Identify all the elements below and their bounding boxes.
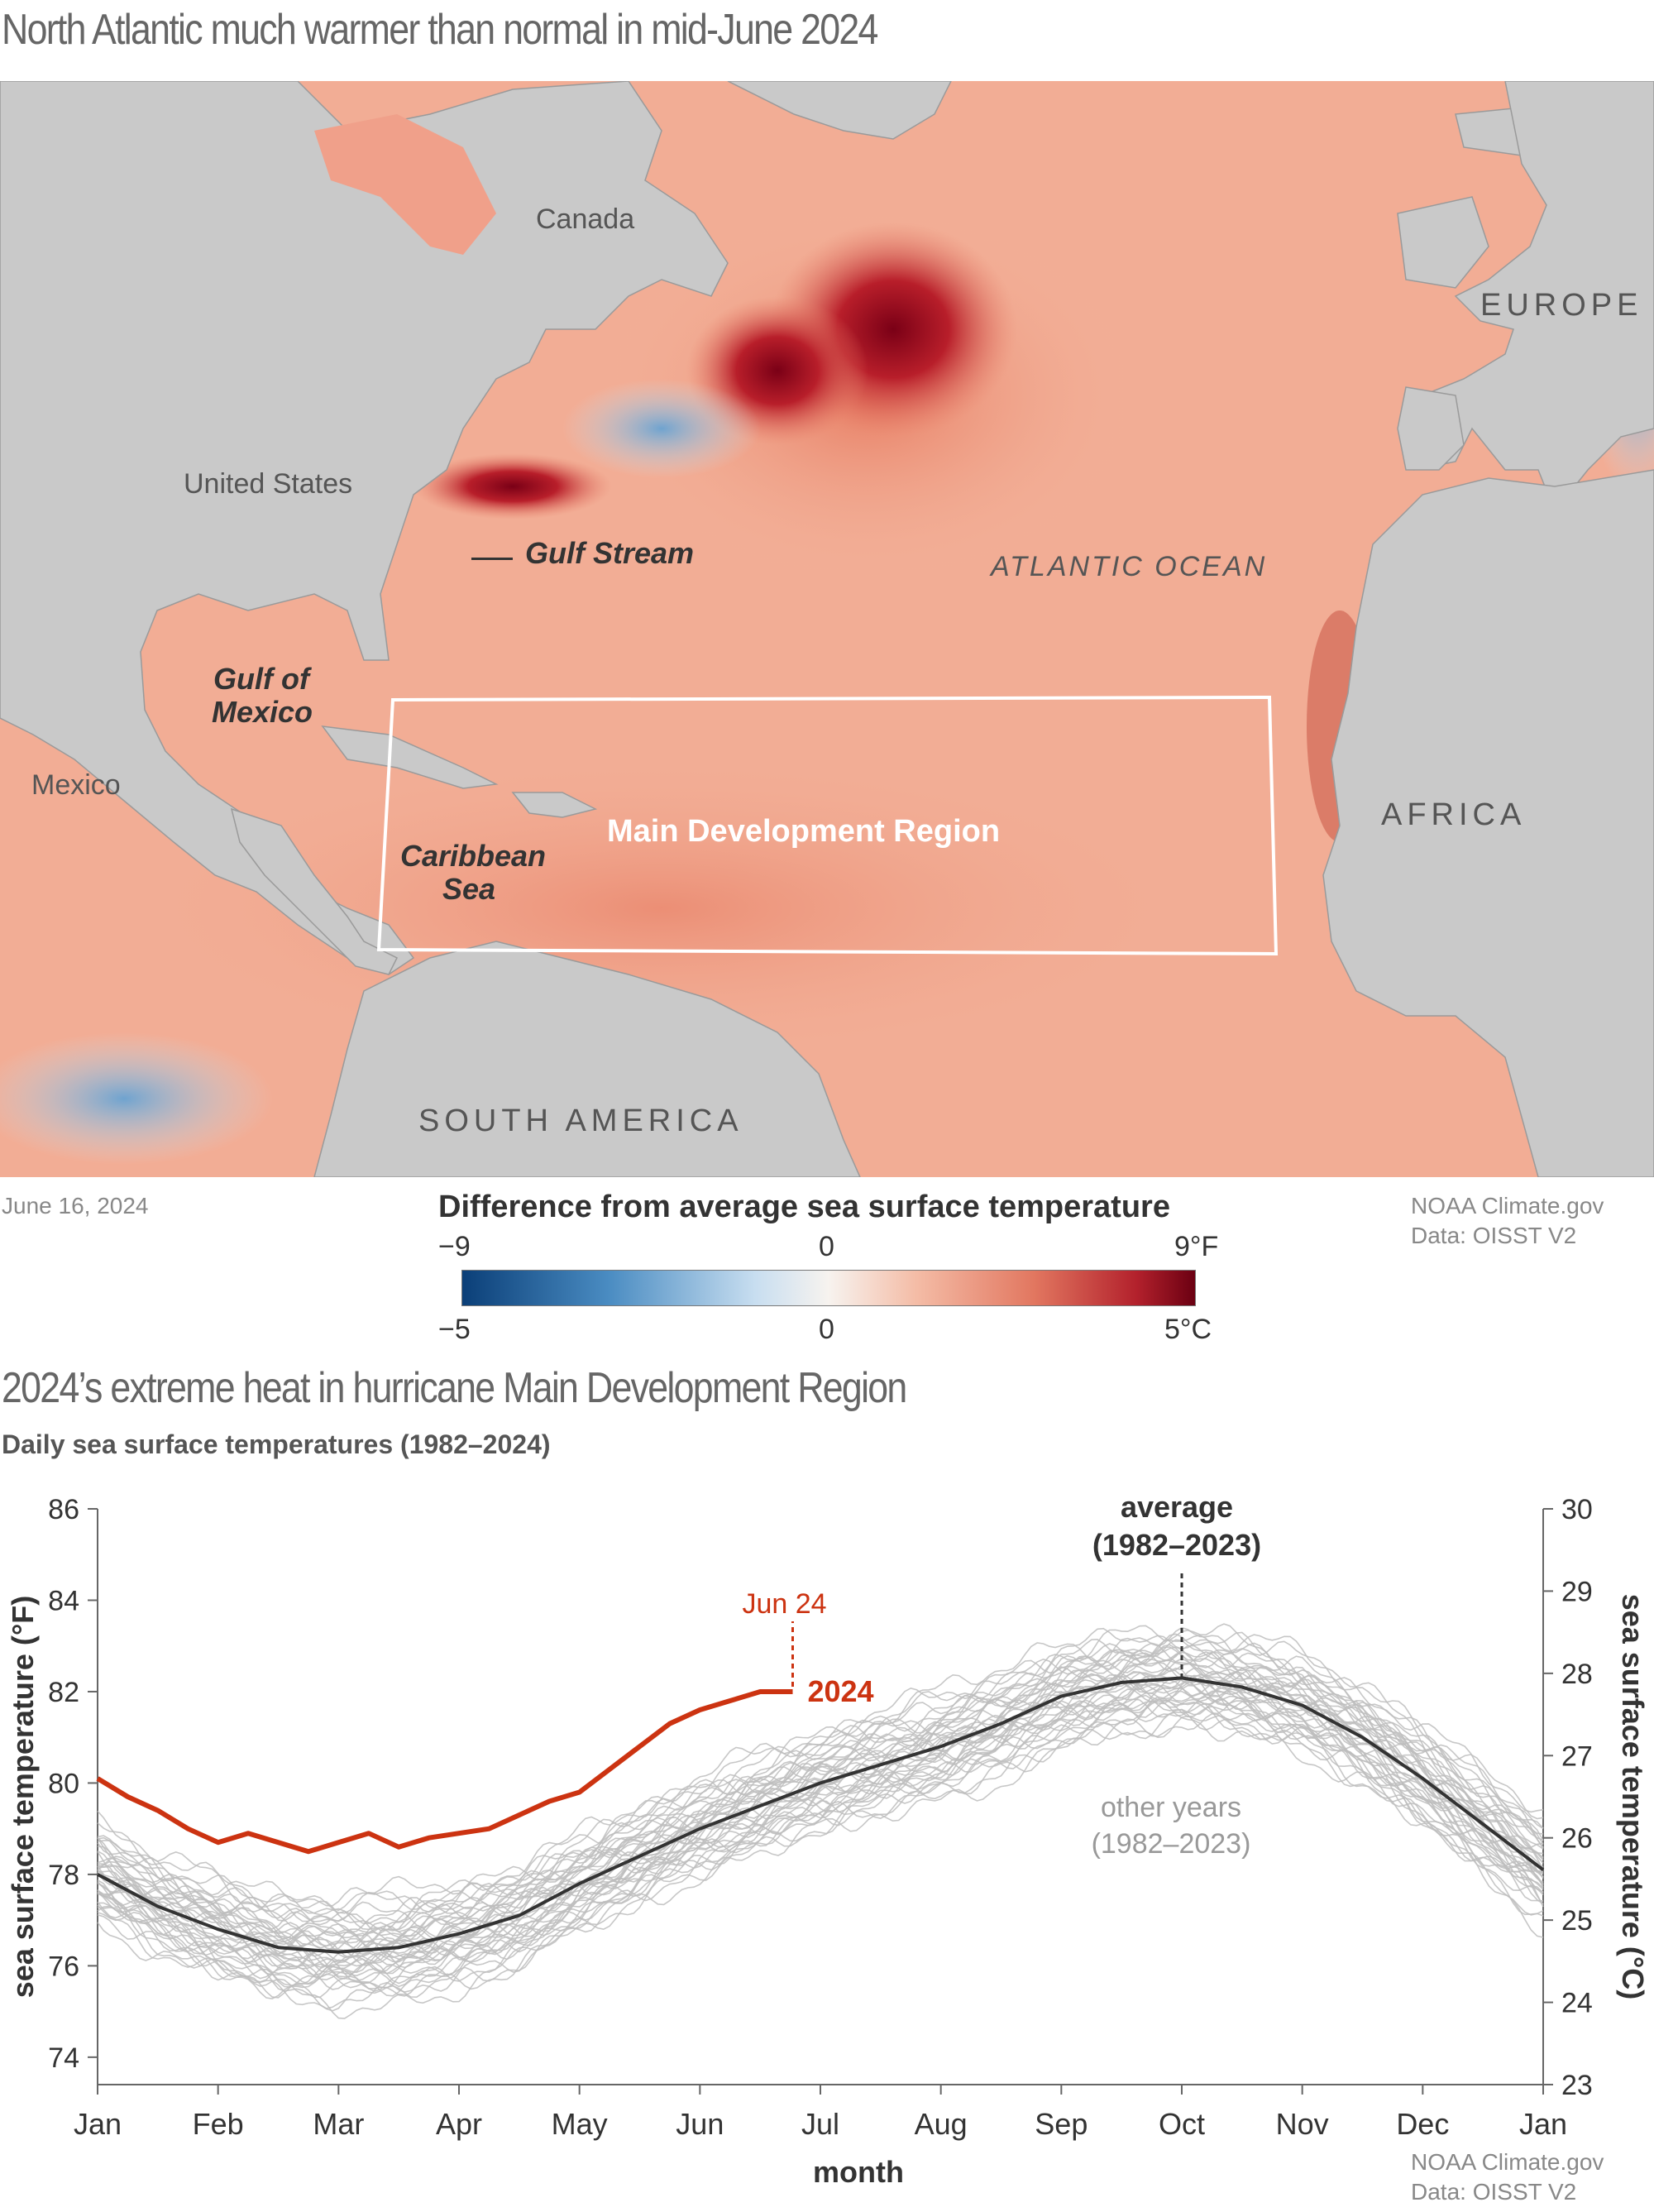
label-caribbean-2: Sea bbox=[442, 872, 496, 906]
x-tick-label: May bbox=[552, 2107, 608, 2141]
y-tick-label-right: 30 bbox=[1561, 1494, 1593, 1525]
x-tick-label: Jan bbox=[1519, 2107, 1567, 2141]
mdr-box bbox=[376, 695, 1279, 956]
y-axis-title-left: sea surface temperature (°F) bbox=[6, 1596, 40, 1999]
other-year-line bbox=[97, 1696, 1544, 1961]
other-year-line bbox=[97, 1690, 1544, 2012]
label-atlantic-ocean: ATLANTIC OCEAN bbox=[991, 551, 1268, 582]
y-tick-label-left: 82 bbox=[48, 1677, 79, 1708]
y-tick-label-left: 74 bbox=[48, 2042, 79, 2074]
chart-subtitle: Daily sea surface temperatures (1982–202… bbox=[2, 1429, 551, 1459]
gulf-stream-leader bbox=[471, 558, 513, 560]
y-tick-label-right: 23 bbox=[1561, 2070, 1593, 2101]
other-year-line bbox=[97, 1643, 1544, 1970]
y-tick-label-right: 26 bbox=[1561, 1823, 1593, 1855]
y-tick-label-right: 29 bbox=[1561, 1576, 1593, 1607]
label-europe: EUROPE bbox=[1480, 288, 1643, 323]
other-year-line bbox=[97, 1712, 1544, 1985]
other-year-line bbox=[97, 1673, 1544, 1999]
other-year-line bbox=[97, 1678, 1544, 1959]
legend-c-min: −5 bbox=[438, 1314, 471, 1345]
other-year-line bbox=[97, 1664, 1544, 1978]
x-tick-label: Jul bbox=[801, 2107, 839, 2141]
other-year-line bbox=[97, 1673, 1544, 1928]
x-tick-label: Dec bbox=[1396, 2107, 1449, 2141]
x-tick-label: Jun bbox=[676, 2107, 724, 2141]
x-axis-title: month bbox=[813, 2155, 904, 2189]
map-credit-1: NOAA Climate.gov bbox=[1411, 1193, 1604, 1219]
chart-title: 2024’s extreme heat in hurricane Main De… bbox=[2, 1364, 907, 1412]
chart-credit-1: NOAA Climate.gov bbox=[1411, 2149, 1604, 2175]
y-tick-label-right: 25 bbox=[1561, 1905, 1593, 1937]
legend-title: Difference from average sea surface temp… bbox=[438, 1190, 1170, 1224]
label-south-america: SOUTH AMERICA bbox=[418, 1104, 743, 1138]
label-united-states: United States bbox=[184, 468, 353, 500]
other-year-line bbox=[97, 1649, 1544, 1910]
other-years-lines bbox=[97, 1623, 1544, 2019]
other-year-line bbox=[97, 1642, 1544, 1914]
other-year-line bbox=[97, 1673, 1544, 1985]
label-gulf-stream: Gulf Stream bbox=[525, 536, 695, 570]
y-axis-title-right: sea surface temperature (°C) bbox=[1616, 1594, 1650, 2000]
y-tick-label-right: 28 bbox=[1561, 1659, 1593, 1690]
legend-c-max: 5°C bbox=[1164, 1314, 1212, 1345]
label-gulf-of-mexico-1: Gulf of bbox=[213, 662, 309, 696]
other-year-line bbox=[97, 1626, 1544, 1940]
x-tick-label: Jan bbox=[74, 2107, 122, 2141]
other-year-line bbox=[97, 1688, 1544, 1957]
line-2024 bbox=[96, 1689, 793, 1855]
land-masses bbox=[0, 81, 1654, 1177]
legend-f-max: 9°F bbox=[1174, 1231, 1219, 1262]
legend-f-min: −9 bbox=[438, 1231, 471, 1262]
y-tick-label-right: 27 bbox=[1561, 1740, 1593, 1772]
legend-c-mid: 0 bbox=[819, 1314, 834, 1345]
other-year-line bbox=[97, 1683, 1544, 2009]
label-mexico: Mexico bbox=[31, 769, 121, 801]
x-tick-label: Apr bbox=[436, 2107, 482, 2141]
map-date: June 16, 2024 bbox=[2, 1193, 149, 1219]
sst-anomaly-map bbox=[0, 81, 1654, 1177]
chart-credit-2: Data: OISST V2 bbox=[1411, 2179, 1577, 2205]
label-africa: AFRICA bbox=[1381, 797, 1527, 832]
legend-f-mid: 0 bbox=[819, 1231, 834, 1262]
label-jun24: Jun 24 bbox=[742, 1588, 826, 1620]
label-mdr: Main Development Region bbox=[607, 814, 1001, 849]
cold-eddies bbox=[562, 379, 761, 478]
x-tick-label: Oct bbox=[1159, 2107, 1205, 2141]
legend-color-bar bbox=[461, 1270, 1196, 1306]
x-tick-label: Feb bbox=[193, 2107, 244, 2141]
x-tick-label: Sep bbox=[1035, 2107, 1088, 2141]
x-tick-label: Nov bbox=[1276, 2107, 1329, 2141]
y-tick-label-left: 80 bbox=[48, 1768, 79, 1799]
y-tick-label-right: 24 bbox=[1561, 1988, 1593, 2019]
y-tick-label-left: 76 bbox=[48, 1951, 79, 1982]
other-year-line bbox=[97, 1635, 1544, 1932]
map-credit-2: Data: OISST V2 bbox=[1411, 1223, 1577, 1248]
label-other-years-1: other years bbox=[1101, 1792, 1241, 1823]
x-tick-label: Mar bbox=[313, 2107, 364, 2141]
label-2024: 2024 bbox=[807, 1674, 873, 1708]
y-tick-label-left: 86 bbox=[48, 1494, 79, 1525]
other-year-line bbox=[97, 1666, 1544, 1960]
label-average-2: (1982–2023) bbox=[1092, 1528, 1261, 1562]
y-tick-label-left: 78 bbox=[48, 1860, 79, 1891]
map-title: North Atlantic much warmer than normal i… bbox=[2, 6, 878, 54]
label-other-years-2: (1982–2023) bbox=[1092, 1828, 1251, 1860]
y-tick-label-left: 84 bbox=[48, 1585, 79, 1616]
other-year-line bbox=[97, 1698, 1544, 2000]
other-year-line bbox=[97, 1696, 1544, 2019]
label-average-1: average bbox=[1121, 1490, 1233, 1524]
label-canada: Canada bbox=[536, 203, 635, 235]
label-caribbean-1: Caribbean bbox=[400, 839, 547, 873]
x-tick-label: Aug bbox=[915, 2107, 968, 2141]
label-gulf-of-mexico-2: Mexico bbox=[212, 695, 313, 729]
average-line bbox=[97, 1676, 1545, 1954]
other-year-line bbox=[97, 1698, 1544, 1969]
other-year-line bbox=[97, 1669, 1544, 1980]
